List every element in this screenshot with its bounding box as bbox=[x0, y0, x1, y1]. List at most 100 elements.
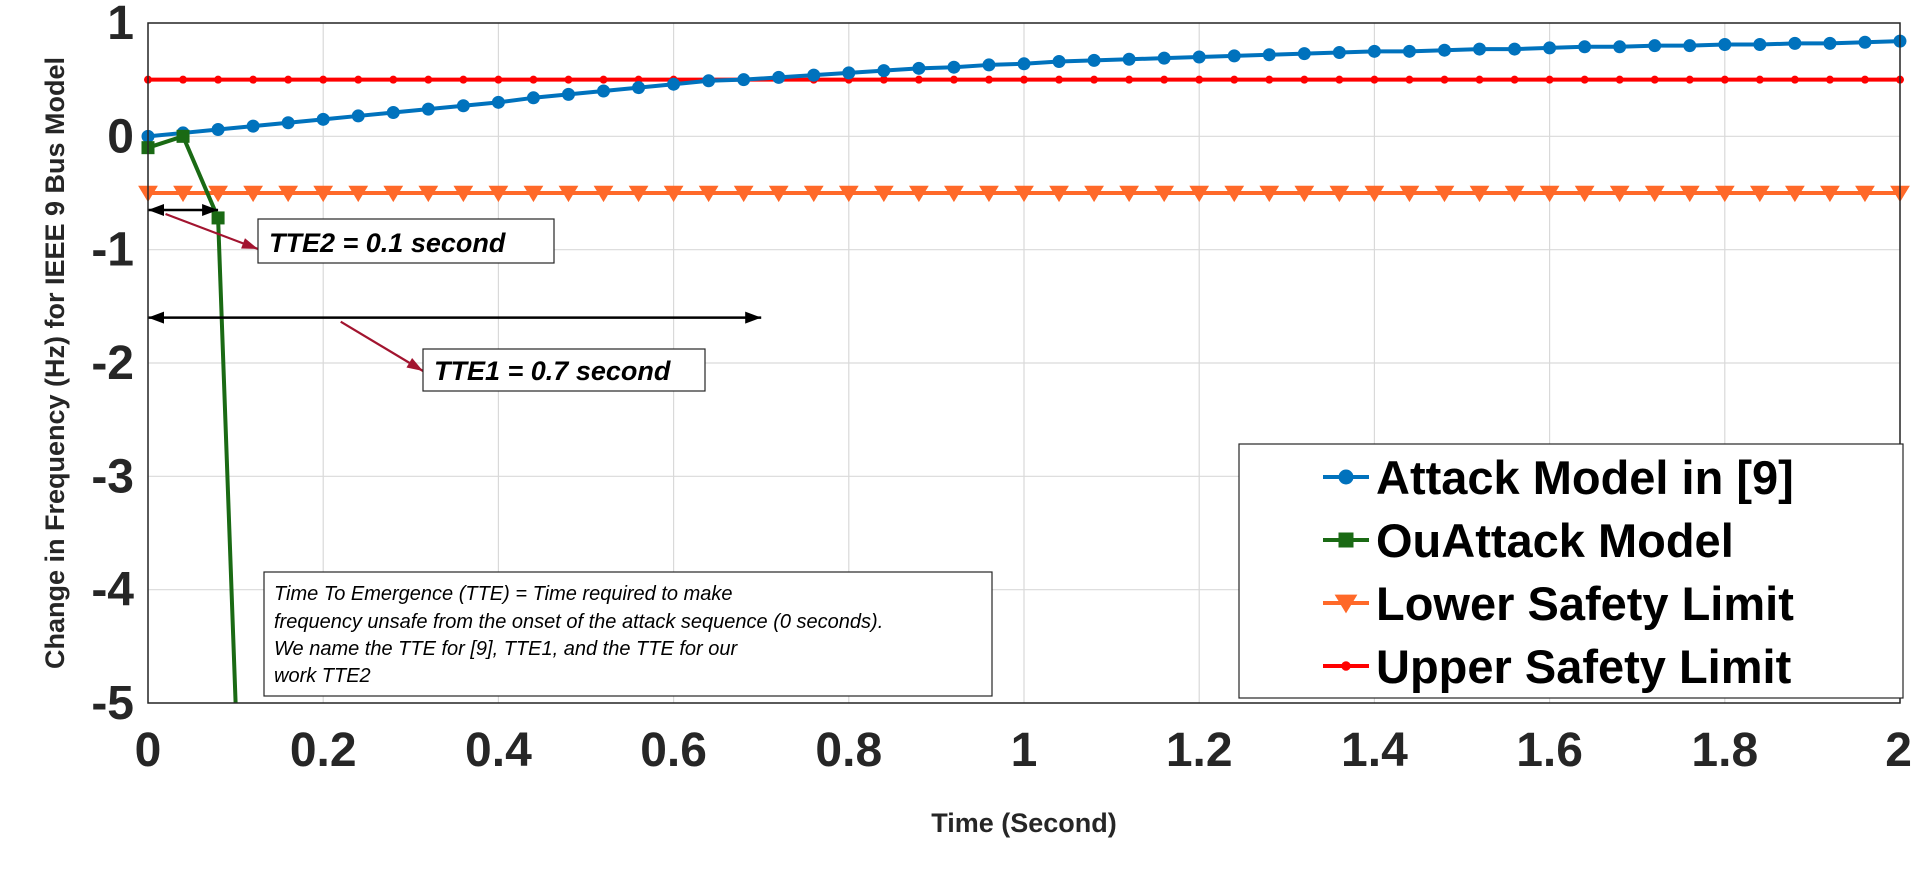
y-tick-label: -2 bbox=[91, 337, 134, 390]
data-point bbox=[914, 75, 923, 84]
legend-swatch bbox=[1323, 532, 1369, 548]
tte1-span-arrow bbox=[148, 311, 762, 324]
data-point bbox=[1720, 75, 1729, 84]
data-point bbox=[1399, 185, 1420, 203]
data-point bbox=[1648, 39, 1662, 53]
span-arrow-head bbox=[202, 204, 219, 216]
y-tick-label: -1 bbox=[91, 224, 134, 277]
data-point bbox=[908, 185, 929, 203]
data-point bbox=[459, 75, 468, 84]
data-point bbox=[1329, 185, 1350, 203]
data-point bbox=[1440, 75, 1449, 84]
data-point bbox=[1580, 75, 1589, 84]
data-point bbox=[1294, 185, 1315, 203]
data-point bbox=[1434, 185, 1455, 203]
data-point bbox=[1297, 47, 1311, 61]
y-tick-label: -4 bbox=[91, 564, 134, 617]
legend-entry-label: Attack Model in [9] bbox=[1376, 451, 1794, 504]
data-point bbox=[564, 75, 573, 84]
tte1-box bbox=[422, 348, 706, 392]
data-point bbox=[1469, 185, 1490, 203]
legend-box bbox=[1238, 443, 1904, 699]
data-point bbox=[1790, 75, 1799, 84]
data-point bbox=[1265, 75, 1274, 84]
data-point bbox=[1259, 185, 1280, 203]
legend-swatch-marker bbox=[1338, 469, 1354, 485]
data-point bbox=[1020, 75, 1028, 84]
data-point bbox=[351, 109, 365, 123]
note-line: frequency unsafe from the onset of the a… bbox=[274, 611, 883, 633]
data-point bbox=[173, 185, 193, 203]
legend-entry-label: Lower Safety Limit bbox=[1376, 577, 1794, 630]
data-point bbox=[176, 129, 190, 143]
x-tick-label: 1.6 bbox=[1516, 724, 1583, 777]
legend: Attack Model in [9] OuAttack Model Lower… bbox=[1238, 443, 1904, 699]
data-point bbox=[842, 66, 856, 80]
x-axis-label: Time (Second) bbox=[931, 808, 1117, 838]
data-point bbox=[1017, 57, 1031, 71]
data-point bbox=[1679, 185, 1700, 203]
data-point bbox=[702, 74, 716, 88]
data-point bbox=[456, 99, 470, 113]
series-1 bbox=[141, 129, 238, 703]
x-tick-label: 1.4 bbox=[1341, 724, 1408, 777]
x-tick-label: 0 bbox=[135, 724, 162, 777]
data-point bbox=[313, 185, 334, 203]
data-point bbox=[281, 116, 295, 130]
note-line: We name the TTE for [9], TTE1, and the T… bbox=[274, 638, 738, 660]
data-point bbox=[947, 60, 961, 74]
y-axis-label: Change in Frequency (Hz) for IEEE 9 Bus … bbox=[40, 57, 70, 669]
data-point bbox=[179, 75, 188, 84]
legend-markers bbox=[1323, 469, 1369, 671]
data-point bbox=[319, 75, 328, 84]
tte-definition-note: Time To Emergence (TTE) = Time required … bbox=[263, 571, 993, 697]
data-point bbox=[698, 185, 719, 203]
data-point bbox=[386, 106, 400, 120]
data-point bbox=[667, 77, 681, 91]
data-point bbox=[243, 185, 264, 203]
data-point bbox=[1154, 185, 1175, 203]
span-arrow-head bbox=[148, 204, 164, 216]
data-point bbox=[494, 75, 503, 84]
pointer-line bbox=[165, 212, 259, 251]
y-tick-label: -5 bbox=[91, 677, 134, 730]
series-line bbox=[147, 134, 238, 703]
data-point bbox=[1578, 40, 1592, 54]
data-point bbox=[1753, 38, 1767, 52]
tte2-box bbox=[257, 218, 555, 264]
note-line: work TTE2 bbox=[274, 665, 371, 687]
legend-swatch-marker bbox=[1334, 594, 1358, 614]
data-point bbox=[1683, 39, 1697, 53]
data-point bbox=[211, 123, 225, 137]
data-point bbox=[1714, 185, 1735, 203]
series-0 bbox=[141, 34, 1907, 143]
data-point bbox=[1858, 35, 1872, 49]
data-point bbox=[214, 75, 223, 84]
data-point bbox=[1055, 75, 1064, 84]
legend-swatch bbox=[1323, 594, 1369, 614]
data-point bbox=[1543, 41, 1557, 55]
data-point bbox=[1504, 185, 1525, 203]
x-tick-label: 2 bbox=[1885, 724, 1912, 777]
data-point bbox=[529, 75, 538, 84]
data-point bbox=[1160, 75, 1169, 84]
span-arrow-head bbox=[745, 311, 762, 324]
data-point bbox=[1335, 75, 1344, 84]
data-point bbox=[1300, 75, 1309, 84]
data-point bbox=[1788, 36, 1802, 50]
data-point bbox=[1332, 45, 1346, 59]
data-point bbox=[1189, 185, 1210, 203]
tte2-annotation: TTE2 = 0.1 second bbox=[257, 218, 555, 264]
pointer-head bbox=[406, 358, 423, 371]
data-point bbox=[389, 75, 398, 84]
data-point bbox=[1613, 40, 1627, 54]
data-point bbox=[558, 185, 579, 203]
data-point bbox=[1609, 185, 1630, 203]
data-point bbox=[1823, 36, 1837, 50]
data-point bbox=[632, 81, 646, 95]
data-point bbox=[1539, 185, 1560, 203]
data-point bbox=[1718, 38, 1732, 52]
data-point bbox=[772, 70, 786, 84]
data-point bbox=[1119, 185, 1140, 203]
